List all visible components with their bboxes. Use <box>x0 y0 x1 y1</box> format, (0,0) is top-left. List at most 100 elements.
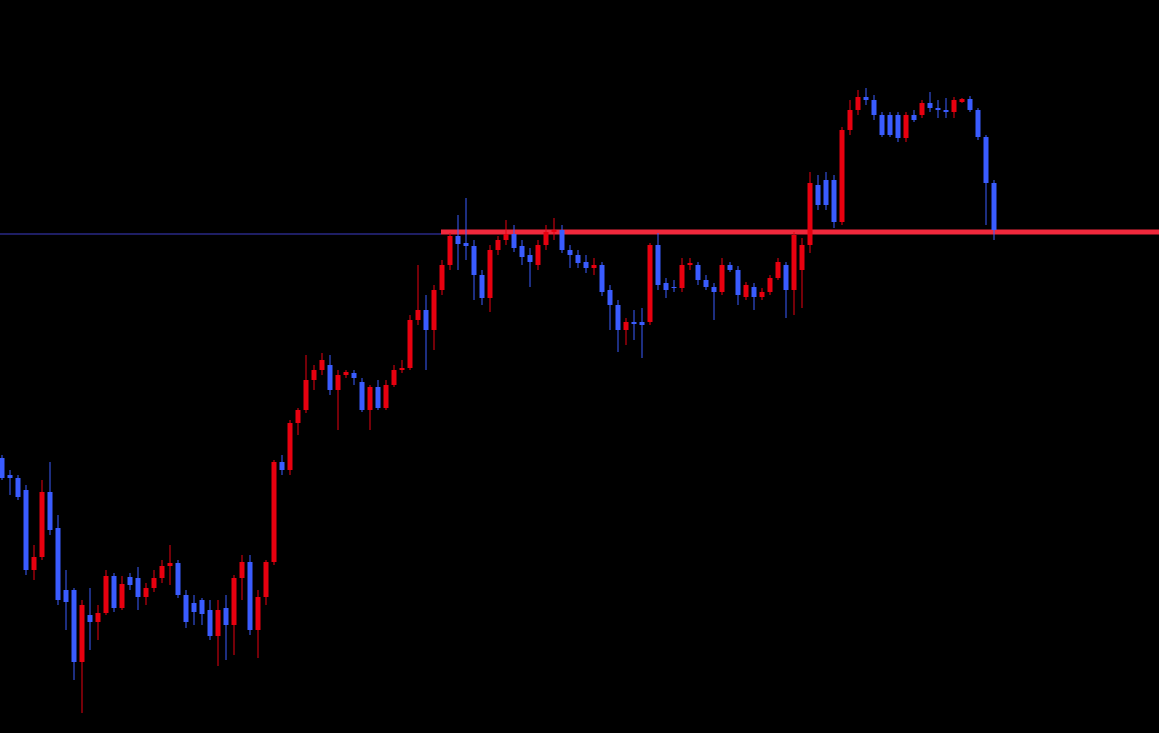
candle-body <box>895 115 901 138</box>
candle-body <box>927 103 933 108</box>
candle-body <box>695 265 701 280</box>
candle-body <box>119 584 125 608</box>
candle-body <box>775 262 781 278</box>
candle-body <box>567 250 573 255</box>
candle-body <box>431 290 437 330</box>
candle-body <box>863 97 869 100</box>
candle-body <box>903 115 909 138</box>
candle-body <box>623 322 629 330</box>
candle-body <box>807 183 813 245</box>
candle-body <box>39 492 45 557</box>
candle-body <box>991 183 997 230</box>
candle-body <box>751 287 757 297</box>
candle-body <box>815 185 821 205</box>
candle-body <box>63 590 69 602</box>
candle-body <box>767 278 773 292</box>
candle-body <box>591 265 597 268</box>
candle-body <box>727 265 733 270</box>
candle-body <box>255 597 261 630</box>
candle-body <box>175 563 181 595</box>
candle-body <box>303 380 309 410</box>
candle-body <box>495 240 501 250</box>
candle-body <box>823 180 829 205</box>
candle-body <box>503 234 509 240</box>
candle-body <box>367 387 373 410</box>
candle-body <box>719 265 725 292</box>
candle-body <box>711 287 717 292</box>
candle-body <box>71 590 77 662</box>
candle-body <box>399 368 405 370</box>
candle-body <box>415 310 421 320</box>
candle-body <box>911 115 917 120</box>
candle-body <box>0 458 5 478</box>
candle-body <box>183 595 189 622</box>
candle-body <box>479 275 485 298</box>
candle-body <box>607 290 613 305</box>
candle-body <box>511 234 517 248</box>
candle-body <box>223 608 229 625</box>
candle-body <box>855 97 861 110</box>
candle-body <box>79 605 85 662</box>
candle-body <box>215 610 221 636</box>
candle-body <box>455 236 461 244</box>
candle-body <box>599 265 605 292</box>
candle-body <box>527 255 533 262</box>
candle-body <box>23 490 29 570</box>
candle-body <box>559 230 565 250</box>
candle-body <box>159 566 165 578</box>
candle-body <box>735 270 741 295</box>
candle-body <box>759 292 765 297</box>
candle-body <box>871 100 877 115</box>
candle-body <box>679 265 685 288</box>
candle-body <box>55 528 61 600</box>
candle-body <box>839 130 845 222</box>
candle-body <box>231 578 237 625</box>
candle-body <box>143 588 149 597</box>
candle-body <box>799 245 805 270</box>
candle-body <box>631 322 637 324</box>
candle-body <box>919 103 925 115</box>
candle-body <box>535 245 541 265</box>
candle-body <box>239 562 245 578</box>
candle-body <box>375 387 381 408</box>
candle-body <box>703 280 709 287</box>
candle-body <box>423 310 429 330</box>
candle-body <box>7 475 13 478</box>
candle-body <box>247 562 253 630</box>
candle-body <box>975 110 981 137</box>
candle-body <box>87 615 93 622</box>
candle-body <box>167 563 173 566</box>
candle-body <box>831 180 837 222</box>
candle-body <box>583 262 589 268</box>
candle-body <box>639 322 645 325</box>
candle-body <box>543 232 549 245</box>
candle-body <box>407 320 413 368</box>
candle-body <box>295 410 301 423</box>
candle-body <box>655 245 661 285</box>
candle-body <box>335 375 341 390</box>
candle-body <box>463 243 469 246</box>
candle-body <box>135 578 141 597</box>
candle-body <box>191 603 197 612</box>
candle-body <box>743 285 749 297</box>
candle-body <box>111 576 117 608</box>
candle-body <box>271 462 277 562</box>
candle-body <box>439 265 445 290</box>
candle-body <box>487 250 493 298</box>
candle-body <box>383 385 389 408</box>
candle-body <box>279 462 285 470</box>
candle-body <box>319 360 325 370</box>
candle-body <box>447 236 453 265</box>
candle-body <box>391 370 397 385</box>
candle-body <box>887 115 893 135</box>
candle-body <box>959 99 965 102</box>
candle-body <box>783 265 789 290</box>
candle-body <box>967 99 973 110</box>
candle-body <box>327 365 333 390</box>
candle-body <box>199 600 205 614</box>
candle-body <box>351 373 357 378</box>
candle-body <box>263 562 269 597</box>
candle-body <box>791 235 797 290</box>
candle-body <box>31 557 37 570</box>
